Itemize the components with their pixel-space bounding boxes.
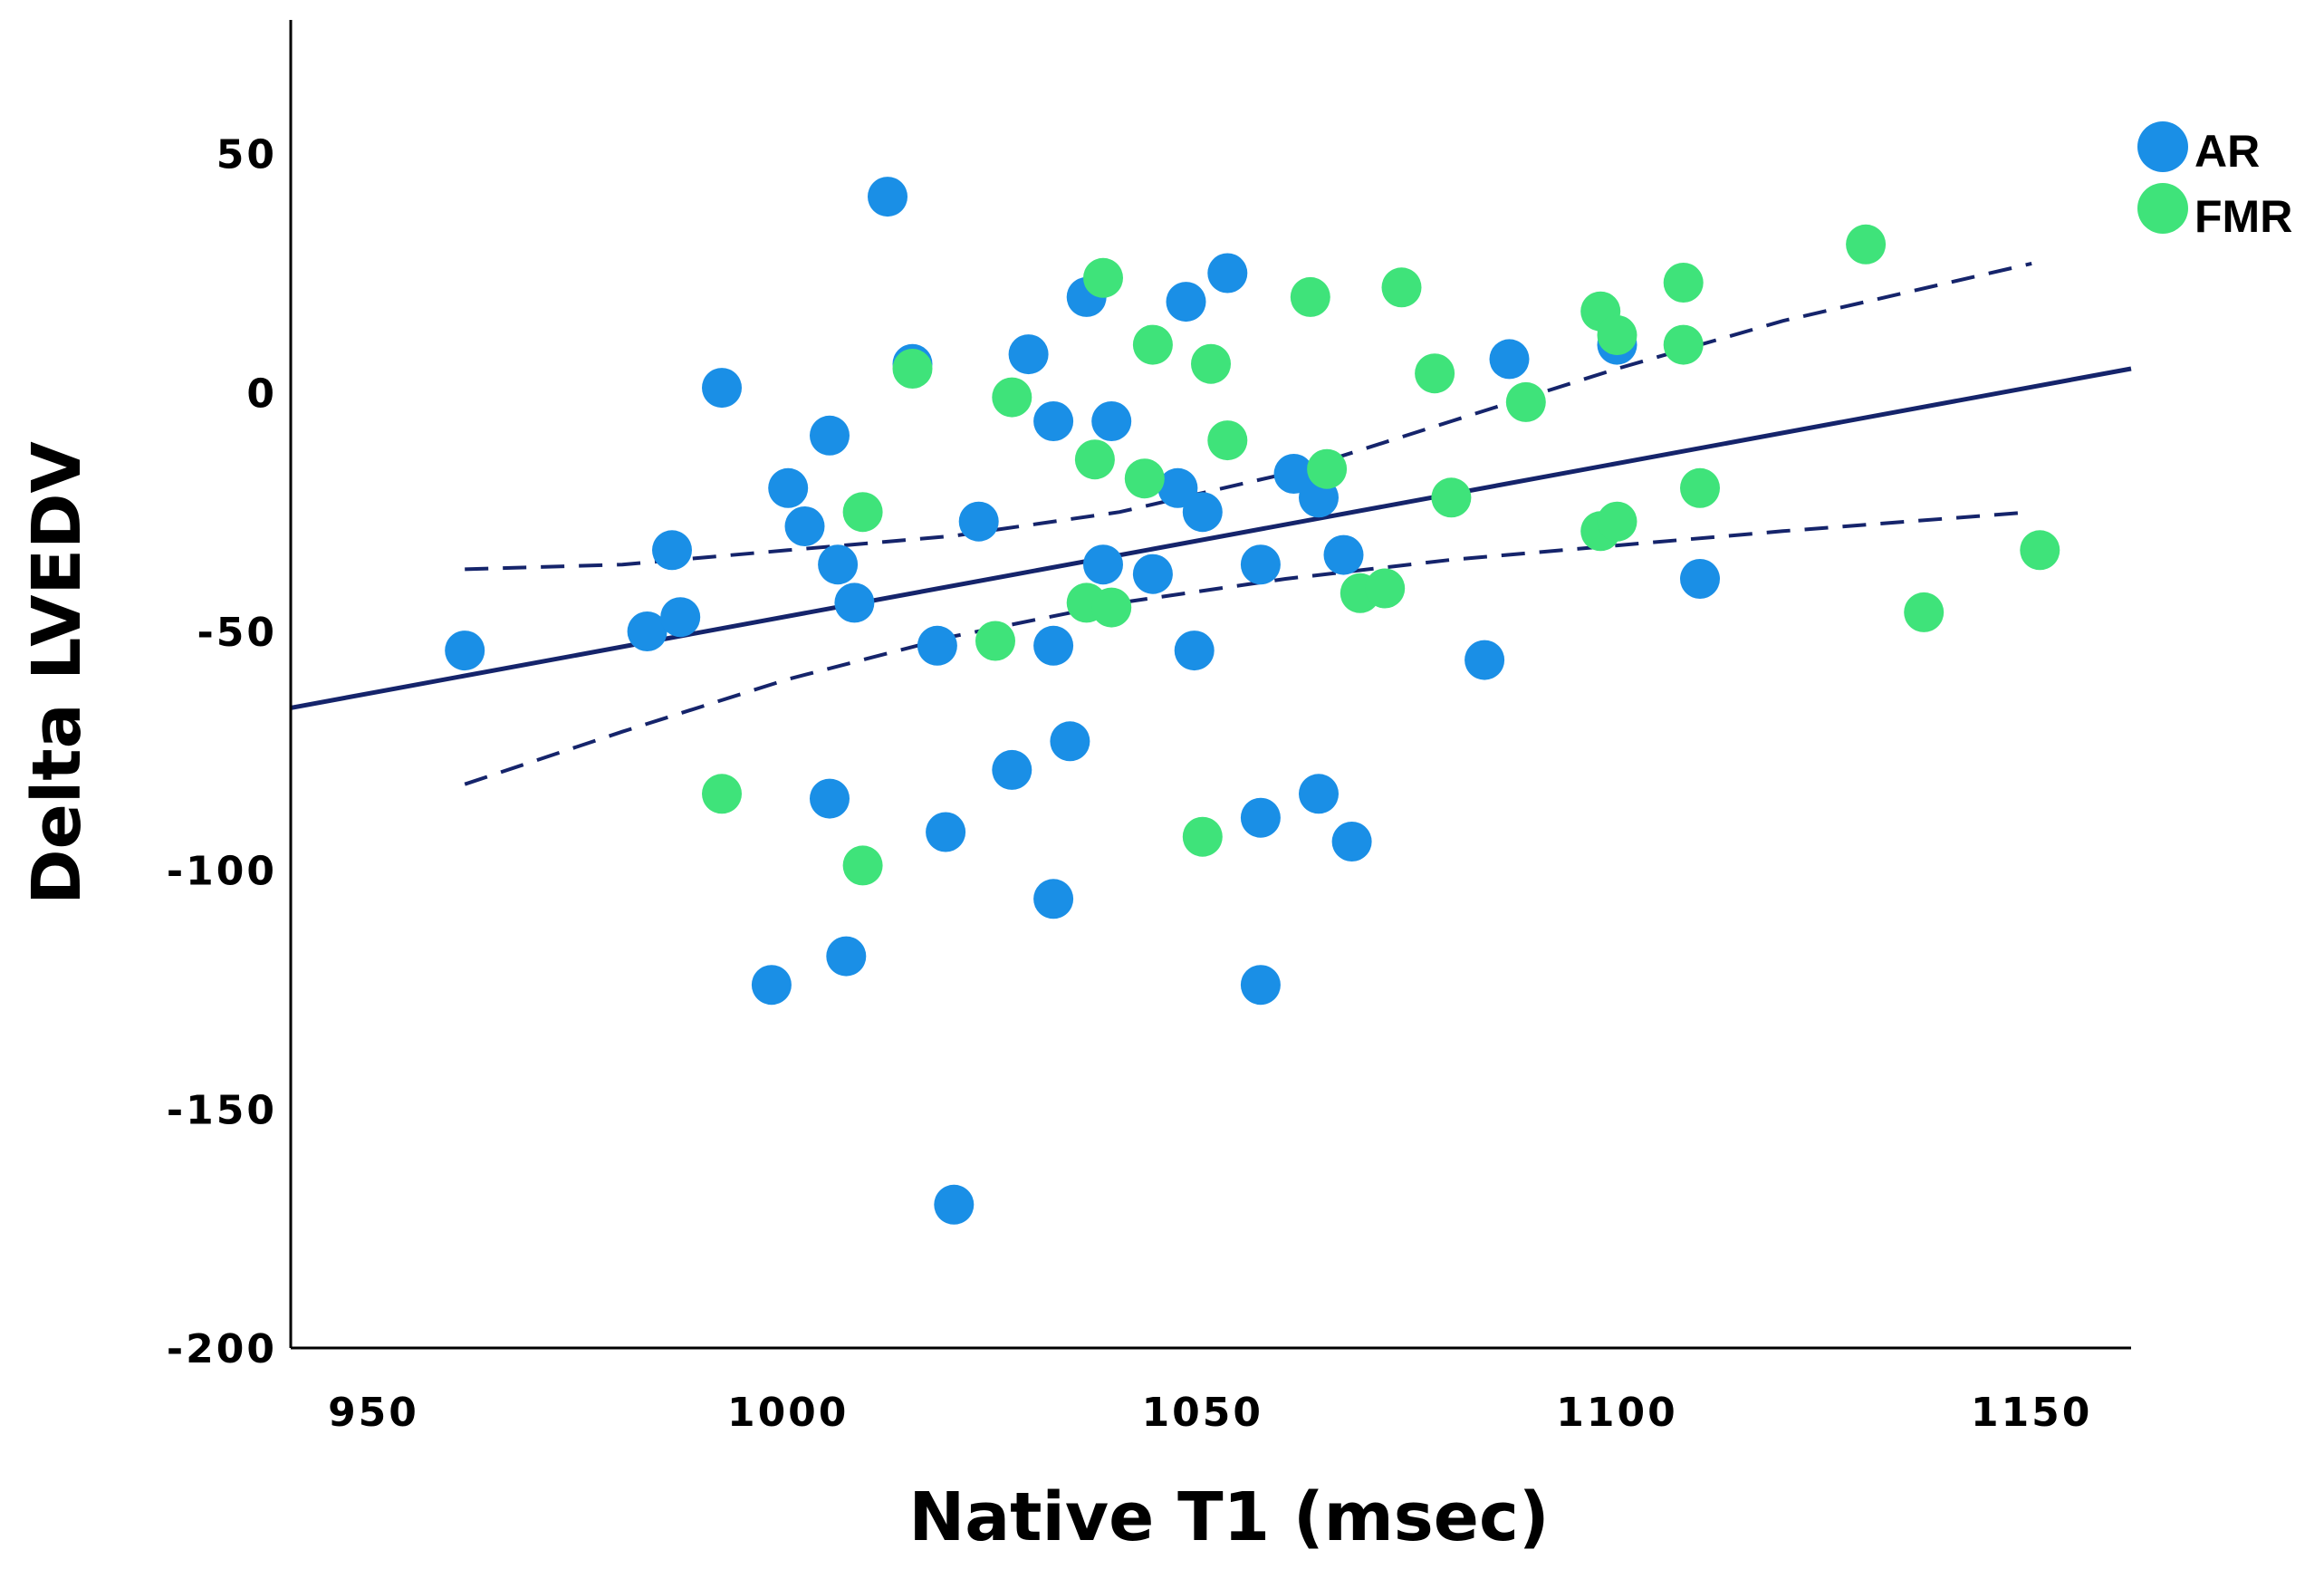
y-tick-labels: 50 0 -50 -100 -150 -200 xyxy=(167,132,278,1372)
point-ar xyxy=(1489,339,1530,380)
point-ar xyxy=(1323,534,1364,575)
point-ar xyxy=(784,506,825,546)
point-ar xyxy=(1050,721,1090,762)
point-ar xyxy=(1273,454,1314,494)
point-fmr xyxy=(1505,381,1546,422)
point-fmr xyxy=(1680,467,1720,508)
y-tick-label: 50 xyxy=(216,132,277,178)
point-fmr xyxy=(1132,324,1173,365)
y-tick-label: -200 xyxy=(167,1326,277,1372)
point-ar xyxy=(1465,640,1505,680)
point-ar xyxy=(1207,253,1248,294)
point-fmr xyxy=(1191,343,1231,384)
point-fmr xyxy=(702,774,742,814)
point-fmr xyxy=(1431,477,1472,518)
y-tick-label: -50 xyxy=(197,610,278,656)
point-ar xyxy=(652,530,692,571)
point-fmr xyxy=(1365,568,1406,609)
x-tick-label: 1000 xyxy=(727,1390,849,1436)
series-fmr xyxy=(702,224,2060,886)
point-fmr xyxy=(1663,324,1704,365)
point-ar xyxy=(1299,774,1339,814)
point-ar xyxy=(1331,822,1372,862)
point-ar xyxy=(1033,879,1074,919)
point-fmr xyxy=(1597,501,1637,542)
point-fmr xyxy=(1207,420,1248,461)
point-ar xyxy=(1182,492,1223,533)
point-ar xyxy=(810,415,850,456)
point-ar xyxy=(1680,559,1720,599)
point-ar xyxy=(445,630,485,671)
point-ar xyxy=(992,749,1032,790)
x-tick-label: 950 xyxy=(328,1390,419,1436)
point-fmr xyxy=(1074,439,1115,480)
series-ar xyxy=(445,177,1720,1225)
x-tick-label: 1100 xyxy=(1556,1390,1677,1436)
point-ar xyxy=(751,965,792,1006)
point-ar xyxy=(1008,334,1049,375)
point-ar xyxy=(934,1184,975,1225)
point-ar xyxy=(1132,553,1173,594)
point-ar xyxy=(1240,965,1281,1006)
y-axis-title: Delta LVEDV xyxy=(18,441,96,905)
y-tick-label: -100 xyxy=(167,849,277,895)
point-fmr xyxy=(1083,257,1123,298)
legend-swatch-ar xyxy=(2137,121,2188,172)
point-fmr xyxy=(1846,224,1887,265)
point-ar xyxy=(1240,544,1281,585)
point-fmr xyxy=(975,621,1015,661)
x-axis-title: Native T1 (msec) xyxy=(908,1478,1549,1556)
legend-label-ar: AR xyxy=(2194,126,2260,177)
legend-swatch-fmr xyxy=(2137,183,2188,234)
x-tick-label: 1050 xyxy=(1142,1390,1263,1436)
x-tick-labels: 950 1000 1050 1100 1150 xyxy=(328,1390,2092,1436)
point-ar xyxy=(1083,544,1123,585)
point-ar xyxy=(1033,401,1074,441)
point-ar xyxy=(917,625,957,666)
point-ar xyxy=(702,368,742,409)
point-ar xyxy=(1240,797,1281,838)
line-ci-lower xyxy=(464,510,2032,786)
point-ar xyxy=(834,582,875,623)
point-fmr xyxy=(842,845,883,886)
point-fmr xyxy=(2020,530,2060,571)
point-ar xyxy=(926,812,966,852)
point-ar xyxy=(958,501,999,542)
point-fmr xyxy=(1904,592,1945,632)
data-points xyxy=(445,177,2060,1225)
point-fmr xyxy=(1290,276,1330,317)
point-ar xyxy=(1091,401,1132,441)
point-fmr xyxy=(1415,353,1455,394)
point-ar xyxy=(1157,467,1198,508)
y-tick-label: 0 xyxy=(246,371,277,417)
point-fmr xyxy=(1381,267,1422,308)
point-fmr xyxy=(892,349,933,389)
point-ar xyxy=(868,177,908,217)
point-ar xyxy=(660,597,701,638)
point-fmr xyxy=(992,377,1032,418)
point-ar xyxy=(1033,625,1074,666)
legend: AR FMR xyxy=(2137,121,2292,242)
point-fmr xyxy=(1182,816,1223,857)
legend-label-fmr: FMR xyxy=(2194,191,2292,242)
point-ar xyxy=(818,544,859,585)
point-fmr xyxy=(1307,448,1348,489)
point-fmr xyxy=(1124,458,1165,499)
point-ar xyxy=(768,467,809,508)
point-ar xyxy=(810,778,850,819)
line-ci-upper xyxy=(465,261,2032,572)
point-fmr xyxy=(1091,587,1132,628)
y-tick-label: -150 xyxy=(167,1087,277,1133)
point-ar xyxy=(627,611,667,651)
point-ar xyxy=(1174,630,1215,671)
point-ar xyxy=(826,936,867,977)
point-ar xyxy=(1166,282,1206,322)
point-fmr xyxy=(842,492,883,533)
x-tick-label: 1150 xyxy=(1971,1390,2092,1436)
point-fmr xyxy=(1663,263,1704,303)
line-fit xyxy=(290,366,2132,710)
point-fmr xyxy=(1597,315,1637,355)
